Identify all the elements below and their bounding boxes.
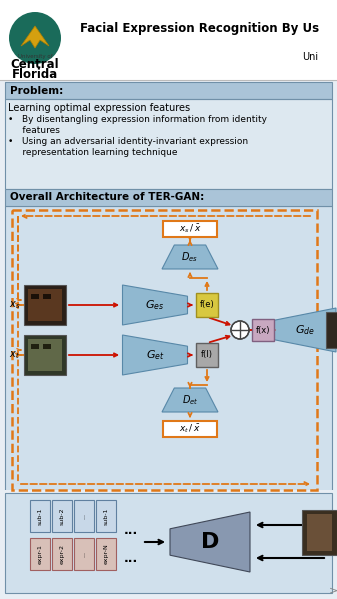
Bar <box>5 189 332 206</box>
Polygon shape <box>21 26 49 48</box>
Bar <box>43 344 51 349</box>
Bar <box>52 538 72 570</box>
Bar <box>96 538 116 570</box>
Bar <box>196 293 218 317</box>
Text: D: D <box>201 532 219 552</box>
Bar <box>5 82 332 99</box>
Text: sub-1: sub-1 <box>37 507 42 525</box>
Text: $G_{de}$: $G_{de}$ <box>295 323 315 337</box>
Bar <box>30 500 50 532</box>
Text: Problem:: Problem: <box>10 86 63 96</box>
Text: Florida: Florida <box>12 68 58 81</box>
Bar <box>12 210 317 490</box>
Text: f(x): f(x) <box>256 325 270 334</box>
Text: Uni: Uni <box>302 52 318 62</box>
Text: expr-2: expr-2 <box>60 544 64 564</box>
Polygon shape <box>123 335 187 375</box>
Text: $x_t\,/\,\bar{x}$: $x_t\,/\,\bar{x}$ <box>179 423 201 435</box>
Bar <box>28 339 62 371</box>
Text: ...: ... <box>124 524 138 537</box>
Bar <box>5 493 332 593</box>
Text: $G_{es}$: $G_{es}$ <box>145 298 165 312</box>
Bar <box>74 500 94 532</box>
Bar <box>0 490 337 599</box>
Polygon shape <box>170 512 250 572</box>
Bar <box>307 514 332 551</box>
Bar <box>28 289 62 321</box>
Text: sub-2: sub-2 <box>60 507 64 525</box>
Bar <box>31 294 39 299</box>
Bar <box>5 206 332 496</box>
Polygon shape <box>162 245 218 269</box>
Text: ...: ... <box>82 513 87 519</box>
Bar <box>96 500 116 532</box>
Text: Overall Architecture of TER-GAN:: Overall Architecture of TER-GAN: <box>10 192 204 202</box>
Bar <box>43 294 51 299</box>
Text: •   Using an adversarial identity-invariant expression: • Using an adversarial identity-invarian… <box>8 137 248 146</box>
Text: sub-1: sub-1 <box>103 507 109 525</box>
Text: Learning optimal expression features: Learning optimal expression features <box>8 103 190 113</box>
Bar <box>52 500 72 532</box>
Text: >: > <box>328 585 337 595</box>
Bar <box>5 189 332 206</box>
Bar <box>163 421 217 437</box>
Text: expr-1: expr-1 <box>37 544 42 564</box>
Text: $G_{et}$: $G_{et}$ <box>146 348 164 362</box>
Bar <box>326 312 337 348</box>
Polygon shape <box>274 308 336 352</box>
Bar <box>74 538 94 570</box>
Text: •   By disentangling expression information from identity: • By disentangling expression informatio… <box>8 115 267 124</box>
Bar <box>5 82 332 99</box>
Text: Facial Expression Recognition By Us: Facial Expression Recognition By Us <box>81 22 319 35</box>
Bar <box>30 538 50 570</box>
Text: $D_{et}$: $D_{et}$ <box>182 393 198 407</box>
Bar <box>24 335 66 375</box>
Bar <box>5 99 332 189</box>
Bar <box>302 510 337 555</box>
Bar <box>163 221 217 237</box>
Polygon shape <box>162 388 218 412</box>
Text: $D_{es}$: $D_{es}$ <box>181 250 198 264</box>
Text: $x_s$: $x_s$ <box>9 299 20 311</box>
Text: features: features <box>8 126 60 135</box>
Bar <box>31 344 39 349</box>
Text: ...: ... <box>124 552 138 564</box>
Text: University of: University of <box>18 54 52 59</box>
Text: ...: ... <box>82 551 87 557</box>
Text: expr-N: expr-N <box>103 544 109 564</box>
Text: f(I): f(I) <box>201 350 213 359</box>
Polygon shape <box>123 285 187 325</box>
Bar <box>196 343 218 367</box>
Text: Central: Central <box>11 58 59 71</box>
Text: $x_t$: $x_t$ <box>9 349 20 361</box>
Bar <box>252 319 274 341</box>
Text: f(e): f(e) <box>200 301 214 310</box>
Circle shape <box>9 12 61 64</box>
Bar <box>0 0 337 80</box>
Text: representation learning technique: representation learning technique <box>8 148 178 157</box>
Bar <box>24 285 66 325</box>
Circle shape <box>231 321 249 339</box>
Text: $x_s\,/\,\bar{x}$: $x_s\,/\,\bar{x}$ <box>179 223 201 235</box>
